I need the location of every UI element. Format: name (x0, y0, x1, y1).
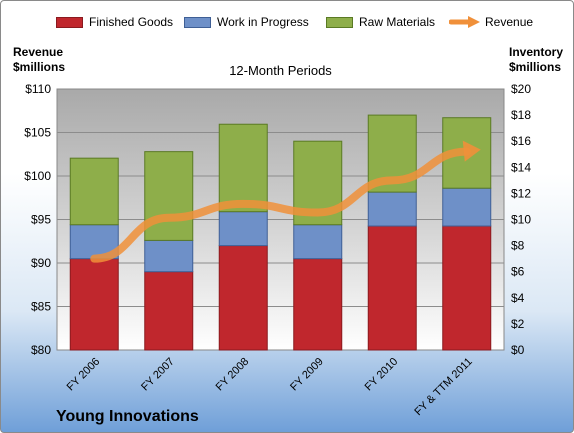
legend-swatch-work-in-progress (184, 16, 211, 28)
legend-label-finished-goods: Finished Goods (89, 15, 174, 29)
bar-raw-materials (144, 151, 194, 241)
right-axis-tick-label: $12 (511, 186, 531, 200)
right-axis-tick-label: $16 (511, 134, 531, 148)
bar-work-in-progress (442, 187, 492, 227)
revenue-arrowhead (462, 140, 481, 162)
right-axis-tick-label: $8 (511, 239, 525, 253)
legend-label-revenue: Revenue (485, 15, 534, 29)
bar-finished-goods (218, 245, 268, 351)
legend: Finished Goods Work in Progress Raw Mate… (1, 15, 573, 35)
right-axis-title: Inventory $millions (509, 45, 564, 74)
legend-swatch-finished-goods (56, 16, 83, 28)
legend-label-work-in-progress: Work in Progress (217, 15, 309, 29)
legend-arrow-revenue (449, 16, 480, 28)
bar-finished-goods (69, 258, 119, 351)
bar-work-in-progress (293, 224, 343, 260)
right-axis-tick-label: $14 (511, 160, 531, 174)
left-axis-tick-label: $100 (24, 169, 51, 183)
left-axis-tick-label: $90 (31, 256, 51, 270)
x-axis-tick-label: FY 2008 (214, 356, 252, 394)
chart-title: 12-Month Periods (229, 63, 332, 78)
bar-raw-materials (218, 123, 268, 213)
legend-item-raw-materials: Raw Materials (326, 15, 435, 29)
bar-finished-goods (293, 258, 343, 351)
bar-work-in-progress (218, 211, 268, 247)
left-axis-tick-label: $110 (25, 82, 51, 96)
right-axis-tick-label: $2 (511, 317, 525, 331)
right-axis-tick-label: $0 (511, 343, 525, 357)
left-axis-tick-label: $80 (31, 343, 51, 357)
left-axis-tick-label: $105 (24, 126, 51, 140)
revenue-line (90, 147, 471, 263)
legend-swatch-raw-materials (326, 16, 353, 28)
x-axis-tick-label: FY 2010 (363, 356, 401, 394)
bar-finished-goods (367, 225, 417, 351)
x-axis-tick-label: FY 2006 (65, 356, 103, 394)
right-axis-tick-label: $4 (511, 291, 525, 305)
x-axis-tick-label: FY 2007 (139, 356, 177, 394)
x-axis-tick-label: FY & TTM 2011 (412, 356, 475, 419)
left-axis-tick-label: $85 (31, 300, 51, 314)
bar-work-in-progress (367, 191, 417, 227)
company-name: Young Innovations (56, 408, 199, 425)
legend-item-work-in-progress: Work in Progress (184, 15, 309, 29)
right-axis-tick-label: $20 (511, 82, 531, 96)
legend-item-finished-goods: Finished Goods (56, 15, 173, 29)
right-axis-tick-label: $10 (511, 213, 531, 227)
right-axis-tick-label: $6 (511, 265, 525, 279)
bar-finished-goods (144, 271, 194, 351)
x-axis-tick-label: FY 2009 (288, 356, 326, 394)
bar-work-in-progress (69, 224, 119, 260)
bar-finished-goods (442, 225, 492, 351)
left-axis-tick-label: $95 (31, 213, 51, 227)
legend-label-raw-materials: Raw Materials (359, 15, 436, 29)
bar-work-in-progress (144, 239, 194, 273)
bar-raw-materials (69, 157, 119, 226)
legend-item-revenue: Revenue (449, 15, 533, 29)
right-axis-tick-label: $18 (511, 108, 531, 122)
left-axis-title: Revenue $millions (13, 45, 66, 74)
